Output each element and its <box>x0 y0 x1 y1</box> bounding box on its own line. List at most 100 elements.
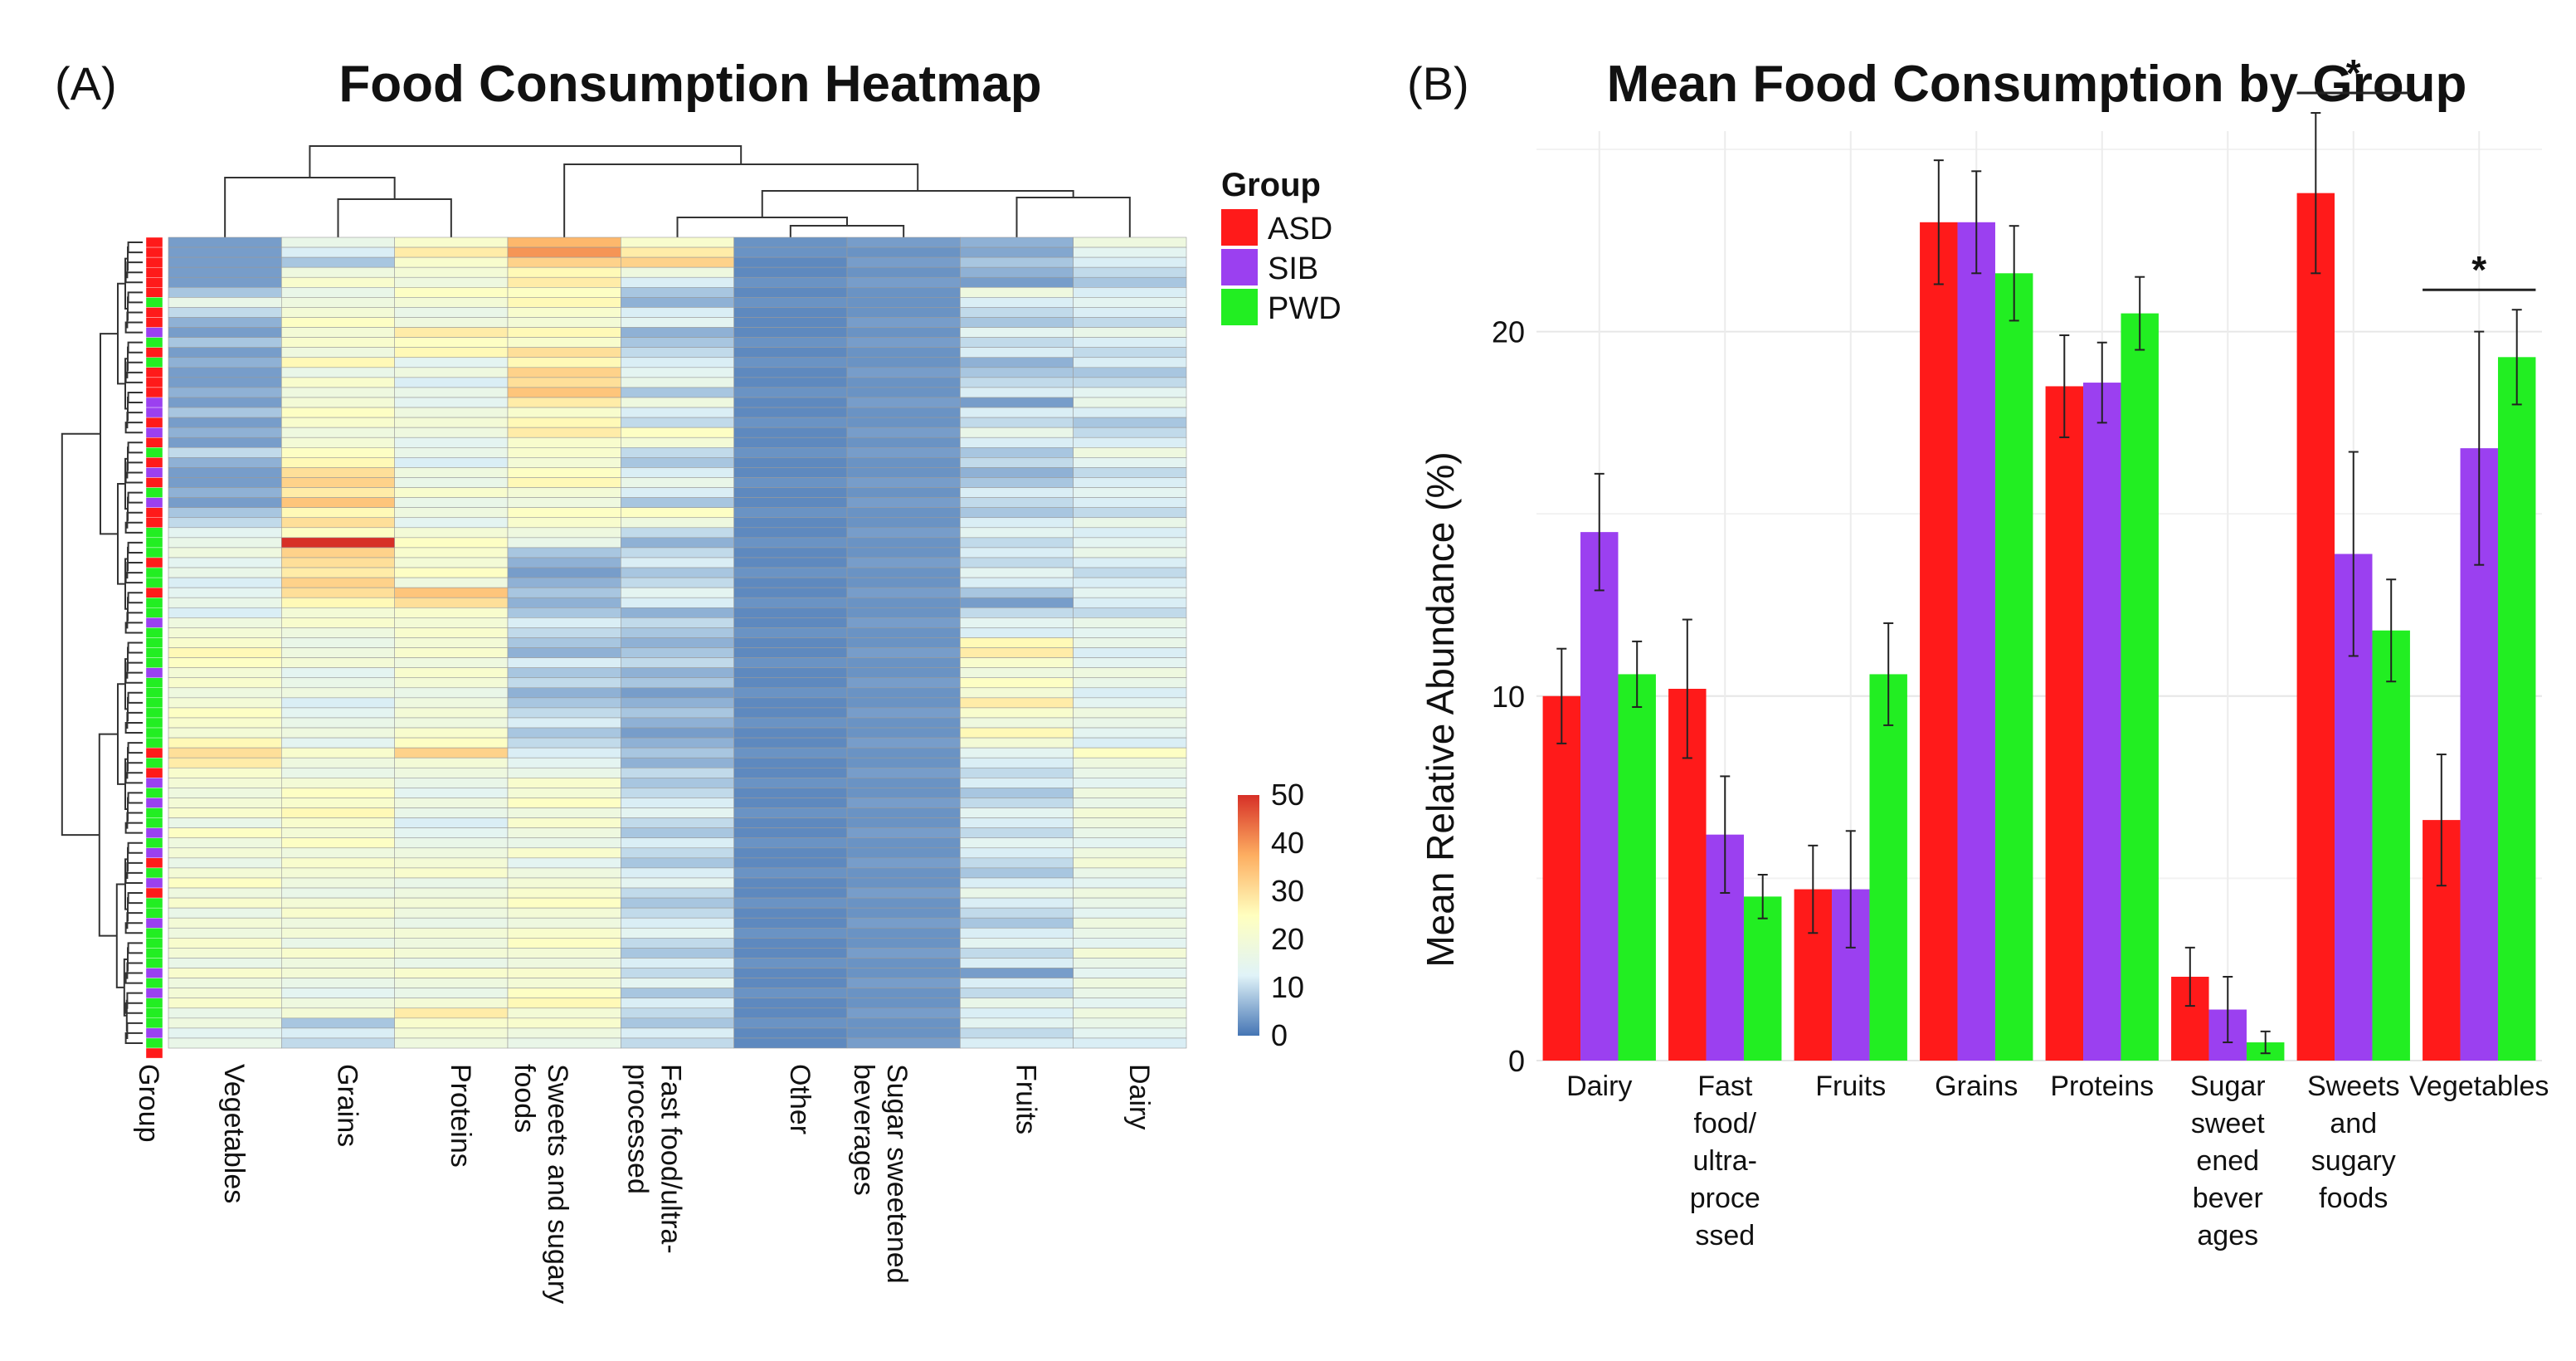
heatmap-cell <box>507 437 621 448</box>
heatmap-cell <box>507 547 621 559</box>
heatmap-cell <box>1073 337 1187 348</box>
heatmap-cell <box>281 778 395 788</box>
heatmap-cell <box>1073 938 1187 949</box>
heatmap-cell <box>394 778 509 788</box>
significance-star: * <box>2471 248 2486 291</box>
heatmap-cell <box>281 988 395 998</box>
heatmap-cell <box>168 577 282 588</box>
heatmap-cell <box>1073 677 1187 689</box>
heatmap-cell <box>960 387 1074 398</box>
heatmap-cell <box>394 958 509 968</box>
group-annotation-cell <box>145 958 163 968</box>
heatmap-cell <box>1073 607 1187 618</box>
heatmap-cell <box>960 507 1074 519</box>
heatmap-cell <box>168 877 282 889</box>
row-dendrogram-branch <box>117 483 125 585</box>
heatmap-cell <box>507 788 621 798</box>
heatmap-cell <box>846 647 961 658</box>
bar-asd <box>2296 193 2335 1061</box>
heatmap-cell <box>733 397 848 408</box>
heatmap-cell <box>733 837 848 849</box>
group-annotation-cell <box>145 758 163 768</box>
heatmap-cell <box>733 877 848 889</box>
group-annotation-cell <box>145 677 163 688</box>
x-category-label: Sweets and sugary foods <box>2307 1071 2400 1214</box>
colorbar-tick-label: 0 <box>1271 1018 1288 1052</box>
heatmap-cell <box>168 1017 282 1029</box>
heatmap-cell <box>168 427 282 438</box>
group-annotation-cell <box>145 778 163 788</box>
heatmap-cell <box>621 958 734 968</box>
heatmap-cell <box>168 657 282 668</box>
heatmap-cell <box>394 437 509 448</box>
group-annotation-cell <box>145 667 163 678</box>
heatmap-cell <box>960 948 1074 959</box>
heatmap-cell <box>507 507 621 519</box>
heatmap-cell <box>846 337 961 348</box>
heatmap-cell <box>621 487 734 498</box>
heatmap-cell <box>621 757 734 768</box>
bar-chart-significance: ** <box>2296 51 2536 291</box>
heatmap-cell <box>507 557 621 568</box>
group-annotation-cell <box>145 917 163 929</box>
heatmap-cell <box>281 246 395 258</box>
heatmap-cell <box>394 347 509 359</box>
heatmap-cell <box>960 727 1074 739</box>
heatmap-cell <box>507 767 621 778</box>
row-dendrogram-branch <box>125 992 143 1009</box>
heatmap-cell <box>846 1037 961 1049</box>
heatmap-cell <box>846 387 961 398</box>
heatmap-cell <box>1073 657 1187 668</box>
heatmap-cell <box>1073 927 1187 939</box>
heatmap-cell <box>1073 817 1187 828</box>
group-annotation-cell <box>145 427 163 438</box>
heatmap-cell <box>621 617 734 628</box>
heatmap-cell <box>733 327 848 338</box>
heatmap-cell <box>394 307 509 318</box>
heatmap-cell <box>733 467 848 478</box>
heatmap-cell <box>621 397 734 408</box>
heatmap-column-label: Fast food/ultra-processed <box>622 1064 687 1254</box>
heatmap-cell <box>846 357 961 368</box>
heatmap-cell <box>168 597 282 608</box>
heatmap-cell <box>846 327 961 338</box>
heatmap-column-label: Dairy <box>1123 1064 1155 1129</box>
heatmap-cell <box>394 627 509 638</box>
heatmap-cell <box>733 487 848 498</box>
heatmap-cell <box>960 778 1074 788</box>
heatmap-cell <box>1073 507 1187 519</box>
heatmap-cell <box>507 446 621 458</box>
heatmap-cell <box>394 597 509 608</box>
x-category-label: Vegetables <box>2409 1071 2549 1102</box>
heatmap-cell <box>621 1017 734 1029</box>
bar-chart-bars <box>1542 193 2536 1061</box>
heatmap-cell <box>394 677 509 689</box>
heatmap-cell <box>960 397 1074 408</box>
heatmap-cell <box>960 487 1074 498</box>
heatmap-cell <box>507 457 621 468</box>
group-annotation-cell <box>145 417 163 428</box>
heatmap-cell <box>733 377 848 388</box>
heatmap-cell <box>168 457 282 468</box>
heatmap-cell <box>394 1007 509 1019</box>
group-annotation-cell <box>145 647 163 658</box>
heatmap-cell <box>394 487 509 498</box>
heatmap-cell <box>960 757 1074 768</box>
heatmap-cell <box>733 697 848 709</box>
heatmap-cell <box>168 497 282 508</box>
heatmap-cell <box>394 837 509 849</box>
row-dendrogram-branch <box>127 942 143 954</box>
group-annotation-cell <box>145 857 163 869</box>
heatmap-cell <box>394 647 509 658</box>
heatmap-cell <box>621 667 734 679</box>
bar-pwd <box>1618 674 1656 1061</box>
heatmap-cell <box>960 1017 1074 1029</box>
heatmap-cell <box>1073 778 1187 788</box>
heatmap-cell <box>507 1037 621 1049</box>
group-annotation-cell <box>145 587 163 598</box>
column-dendrogram-branch <box>761 190 1074 217</box>
heatmap-cell <box>733 287 848 298</box>
heatmap-cell <box>394 697 509 709</box>
heatmap-cell <box>733 497 848 508</box>
heatmap-cell <box>846 377 961 388</box>
